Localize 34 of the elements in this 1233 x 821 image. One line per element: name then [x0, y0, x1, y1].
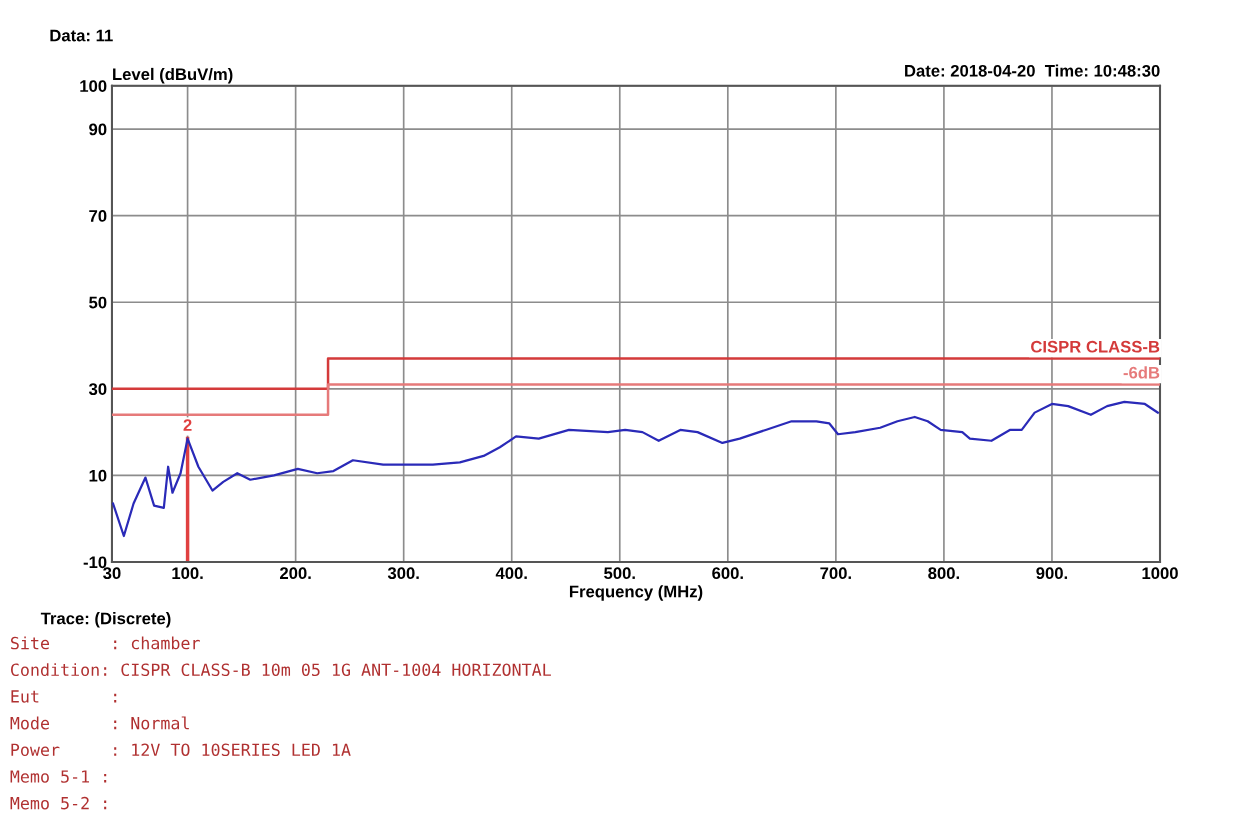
text: Condition: CISPR CLASS-B 10m 05 1G ANT-1004 HORIZONTAL — [10, 663, 551, 677]
text: Site : chamber — [10, 636, 200, 650]
x-axis-title: Frequency (MHz) — [569, 585, 703, 601]
series-label: CISPR CLASS-B — [1031, 340, 1160, 353]
text: Trace: (Discrete) — [40, 612, 171, 628]
x-tick-label: 400. — [495, 567, 527, 580]
text: Power : 12V TO 10SERIES LED 1A — [11, 743, 351, 757]
y-tick-label: 10 — [89, 469, 107, 482]
y-axis-title: Level (dBuV/m) — [113, 67, 233, 84]
text: Date: 2018-04-20 Time: 10:48:30 — [905, 64, 1160, 77]
series-label: -6dB — [1123, 366, 1160, 379]
x-tick-label: 100. — [172, 567, 203, 580]
x-tick-label: 600. — [712, 567, 743, 580]
line-series — [111, 400, 1159, 538]
x-tick-label: 30 — [103, 567, 121, 580]
x-tick-label: 200. — [280, 567, 311, 580]
x-tick-label: 700. — [820, 567, 851, 580]
y-tick-label: 30 — [88, 383, 107, 396]
text: Memo 5-1 : — [10, 770, 107, 783]
text: Mode : Normal — [10, 716, 189, 730]
text: Data: 11 — [50, 29, 113, 42]
x-tick-label: 800. — [928, 567, 959, 580]
x-tick-label: 1000 — [1142, 567, 1178, 580]
x-tick-label: 500. — [604, 567, 635, 580]
y-tick-label: 100 — [80, 80, 107, 92]
annotation: 2 — [183, 419, 192, 431]
y-tick-label: 50 — [89, 296, 107, 309]
x-tick-label: 300. — [387, 567, 419, 580]
text: Memo 5-2 : — [10, 796, 107, 810]
y-tick-label: 90 — [89, 123, 107, 136]
y-tick-label: -10 — [83, 556, 107, 569]
x-tick-label: 900. — [1036, 567, 1068, 580]
text: Eut : — [11, 690, 117, 703]
y-tick-label: 70 — [89, 210, 107, 222]
